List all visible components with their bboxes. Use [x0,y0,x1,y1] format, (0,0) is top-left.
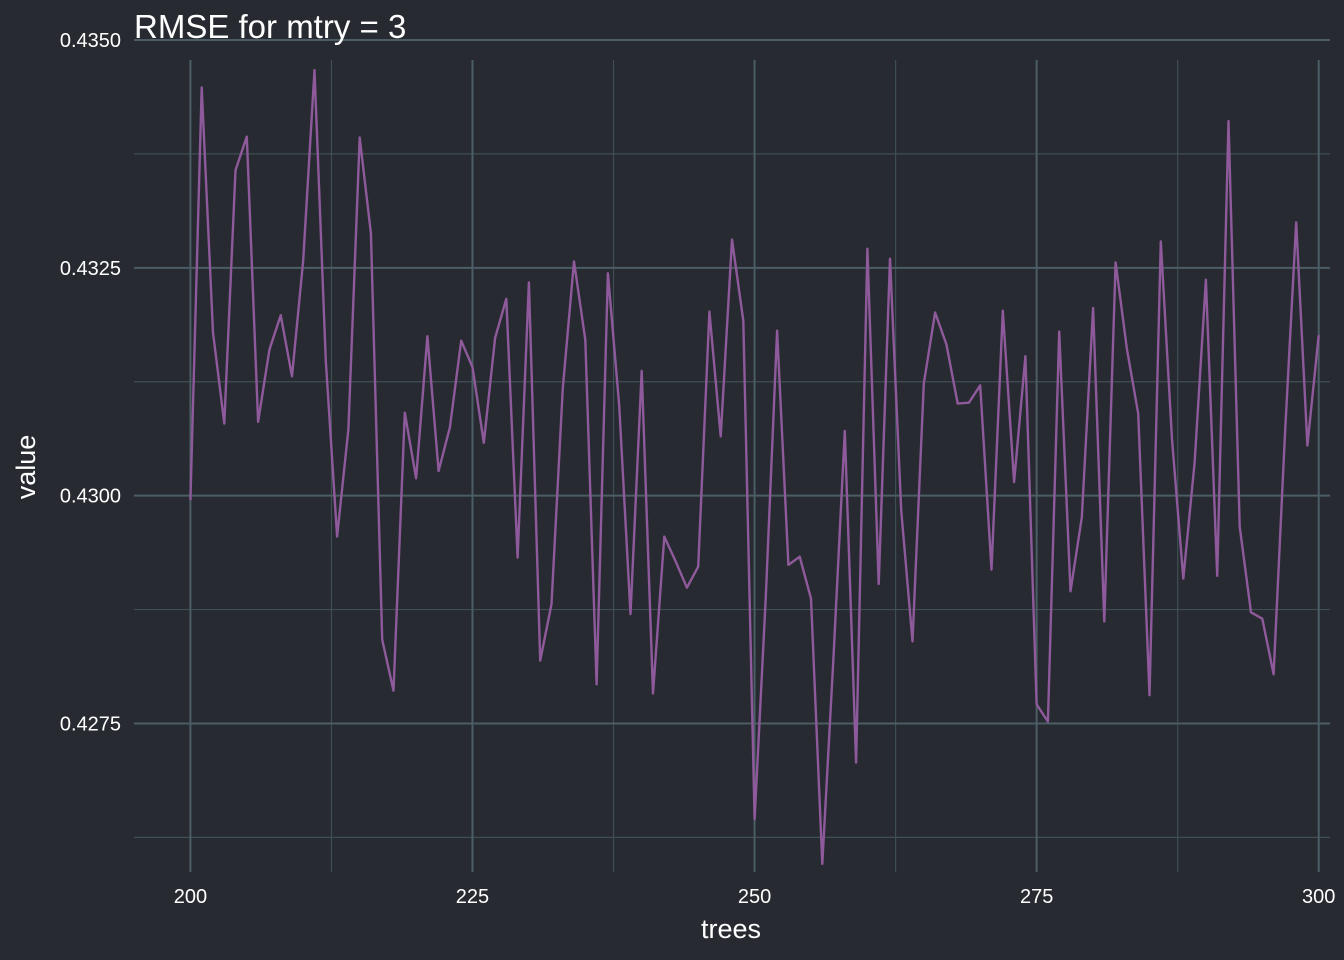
x-axis-title: trees [701,914,761,944]
series-line [189,68,1320,865]
x-tick-label: 225 [456,886,489,908]
y-tick-label: 0.4275 [60,713,121,735]
chart-title: RMSE for mtry = 3 [134,8,406,45]
y-tick-label: 0.4300 [60,486,121,508]
series-layer [189,68,1320,865]
x-tick-label: 200 [174,886,207,908]
y-axis-title: value [11,435,41,500]
tick-labels: 200 225 250 275 300 0.4275 0.4300 0.4325 0.4350 [60,30,1336,908]
y-tick-label: 0.4350 [60,30,121,52]
y-tick-label: 0.4325 [60,258,121,280]
x-tick-label: 250 [738,886,771,908]
x-tick-label: 300 [1302,886,1335,908]
grid [134,39,1330,872]
x-tick-label: 275 [1020,886,1053,908]
